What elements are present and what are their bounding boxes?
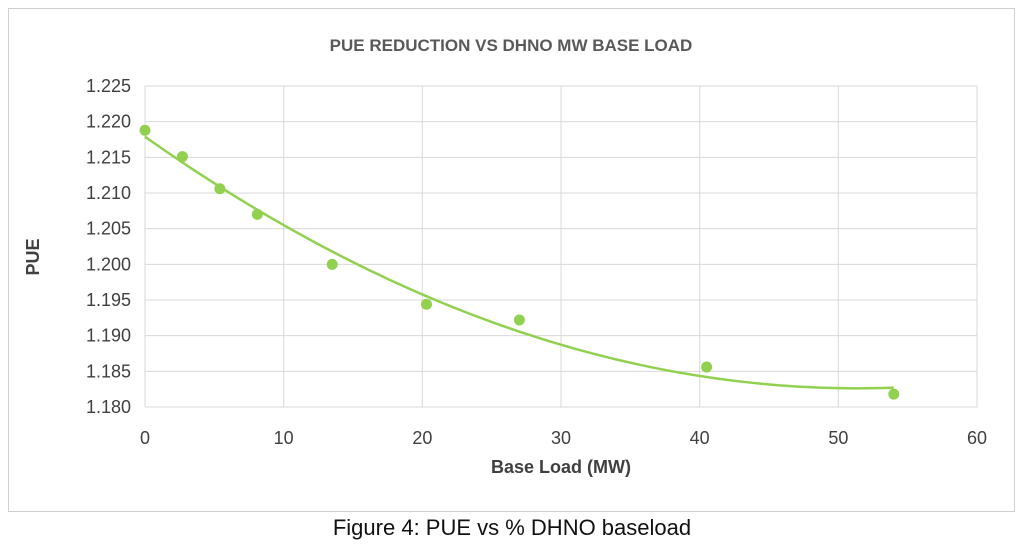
data-point <box>139 124 151 136</box>
data-point <box>251 208 263 220</box>
y-tick-label: 1.195 <box>86 290 131 310</box>
y-tick-label: 1.220 <box>86 112 131 132</box>
gridlines <box>144 85 978 408</box>
y-tick-label: 1.185 <box>86 361 131 381</box>
y-tick-labels: 1.180 1.185 1.190 1.195 1.200 1.205 1.210 1.215… <box>86 76 131 417</box>
y-axis-title: PUE <box>23 238 43 275</box>
data-point <box>326 258 338 270</box>
y-tick-label: 1.190 <box>86 326 131 346</box>
chart-frame: PUE REDUCTION VS DHNO MW BASE LOAD 1.180… <box>8 8 1015 512</box>
x-axis-title: Base Load (MW) <box>491 457 631 477</box>
data-point <box>701 361 713 373</box>
data-point <box>176 151 188 163</box>
data-point <box>513 314 525 326</box>
data-point <box>888 388 900 400</box>
x-tick-label: 30 <box>551 428 571 448</box>
x-tick-label: 20 <box>412 428 432 448</box>
y-tick-label: 1.205 <box>86 219 131 239</box>
figure-caption: Figure 4: PUE vs % DHNO baseload <box>332 515 692 540</box>
y-tick-label: 1.180 <box>86 397 131 417</box>
chart-title: PUE REDUCTION VS DHNO MW BASE LOAD <box>330 36 693 55</box>
y-tick-label: 1.225 <box>86 76 131 96</box>
trendline-group <box>144 135 894 390</box>
data-points <box>139 124 900 400</box>
data-point <box>420 298 432 310</box>
y-tick-label: 1.200 <box>86 254 131 274</box>
x-tick-label: 0 <box>140 428 150 448</box>
x-tick-label: 10 <box>274 428 294 448</box>
y-tick-label: 1.210 <box>86 183 131 203</box>
x-tick-label: 40 <box>690 428 710 448</box>
x-tick-label: 50 <box>828 428 848 448</box>
x-tick-label: 60 <box>967 428 987 448</box>
data-point <box>214 183 226 195</box>
y-tick-label: 1.215 <box>86 147 131 167</box>
chart-svg: PUE REDUCTION VS DHNO MW BASE LOAD 1.180… <box>23 36 987 477</box>
trendline <box>144 135 894 390</box>
x-tick-labels: 0 10 20 30 40 50 60 <box>140 428 987 448</box>
